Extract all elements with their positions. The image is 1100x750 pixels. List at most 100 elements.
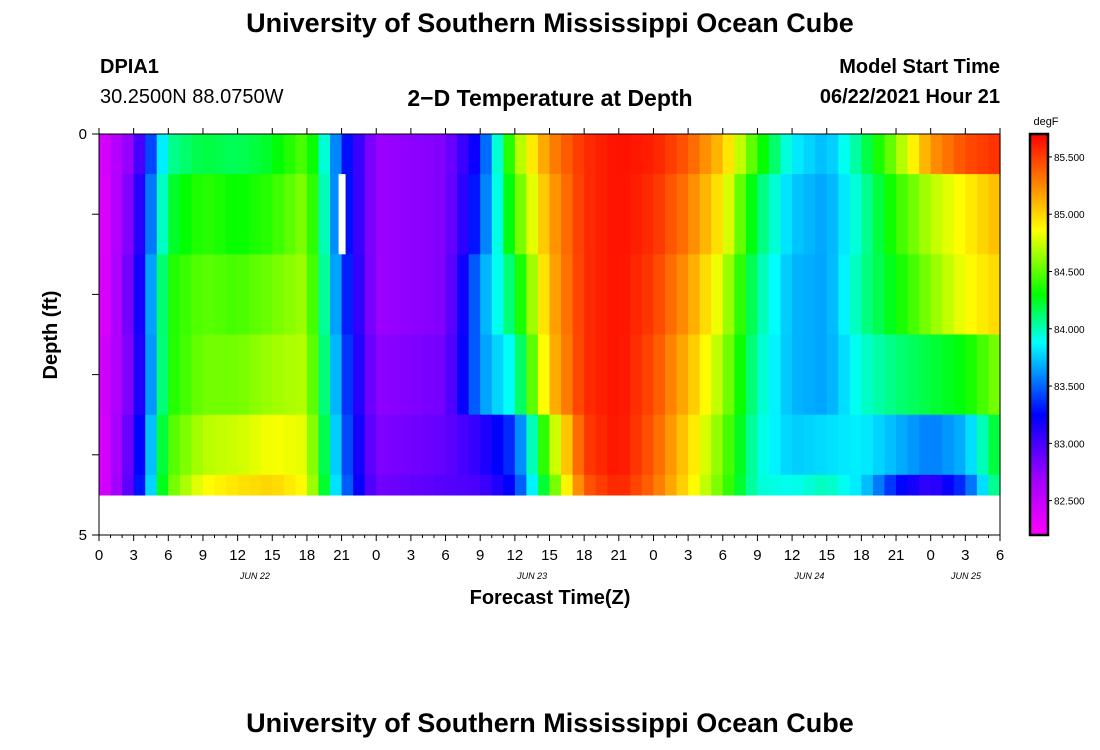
heatmap-cell (976, 134, 990, 175)
heatmap-cell (942, 134, 955, 175)
heatmap-cell (306, 334, 320, 416)
heatmap-cell (607, 134, 620, 175)
heatmap-cell (503, 134, 516, 175)
heatmap-cell (399, 134, 412, 175)
heatmap-cell (110, 414, 123, 476)
heatmap-cell (526, 414, 539, 476)
heatmap-cell (99, 334, 112, 416)
heatmap-cell (930, 474, 943, 496)
heatmap-cell (792, 414, 805, 476)
heatmap-cells (99, 134, 1001, 496)
heatmap-cell (433, 254, 447, 336)
heatmap-cell (734, 174, 747, 255)
heatmap-cell (861, 414, 874, 476)
heatmap-cell (410, 134, 424, 175)
heatmap-cell (965, 254, 978, 336)
heatmap-cell (526, 334, 539, 416)
model-start-label: Model Start Time (839, 56, 1000, 78)
heatmap-cell (272, 334, 285, 416)
heatmap-cell (572, 134, 585, 175)
heatmap-cell (249, 134, 262, 175)
heatmap-cell (907, 414, 920, 476)
heatmap-cell (780, 134, 793, 175)
heatmap-cell (260, 474, 273, 496)
heatmap-cell (480, 174, 493, 255)
x-tick-label: 6 (719, 547, 727, 564)
heatmap-cell (792, 334, 805, 416)
heatmap-cell (861, 334, 874, 416)
heatmap-cell (191, 334, 204, 416)
heatmap-cell (168, 254, 181, 336)
heatmap-cell (226, 174, 239, 255)
heatmap-cell (584, 174, 597, 255)
heatmap-cell (468, 474, 481, 496)
heatmap-cell (445, 254, 458, 336)
heatmap-cell (330, 254, 343, 336)
heatmap-cell (872, 414, 886, 476)
heatmap-cell (711, 134, 724, 175)
heatmap-cell (965, 134, 978, 175)
heatmap-cell (595, 174, 608, 255)
heatmap-cell (422, 174, 435, 255)
heatmap-cell (272, 134, 285, 175)
heatmap-cell (849, 134, 862, 175)
y-tick-label: 0 (79, 126, 87, 143)
heatmap-cell (491, 474, 504, 496)
heatmap-cell (976, 254, 990, 336)
heatmap-cell (561, 334, 574, 416)
heatmap-cell (815, 414, 828, 476)
heatmap-cell (595, 254, 608, 336)
x-tick-label: 0 (649, 547, 657, 564)
heatmap-cell (514, 174, 527, 255)
heatmap-cell (133, 414, 146, 476)
heatmap-cell (353, 134, 366, 175)
heatmap-cell (976, 474, 990, 496)
heatmap-cell (976, 414, 990, 476)
heatmap-cell (641, 474, 655, 496)
heatmap-cell (122, 334, 135, 416)
heatmap-cell (976, 334, 990, 416)
x-tick-label: 15 (264, 547, 281, 564)
heatmap-cell (387, 334, 400, 416)
heatmap-cell (260, 254, 273, 336)
heatmap-cell (122, 474, 135, 496)
heatmap-cell (711, 174, 724, 255)
heatmap-cell (237, 474, 250, 496)
heatmap-cell (99, 474, 112, 496)
heatmap-cell (306, 414, 320, 476)
heatmap-cell (849, 414, 862, 476)
x-tick-label: 18 (576, 547, 593, 564)
heatmap-cell (734, 134, 747, 175)
heatmap-cell (318, 414, 331, 476)
colorbar-tick-label: 85.000 (1054, 210, 1085, 221)
heatmap-cell (433, 414, 447, 476)
heatmap-cell (503, 334, 516, 416)
heatmap-cell (133, 334, 146, 416)
heatmap-cell (930, 134, 943, 175)
heatmap-cell (376, 174, 389, 255)
heatmap-cell (676, 174, 689, 255)
heatmap-cell (387, 174, 400, 255)
heatmap-cell (653, 134, 666, 175)
heatmap-cell (572, 334, 585, 416)
heatmap-cell (607, 174, 620, 255)
heatmap-cell (156, 474, 169, 496)
heatmap-cell (202, 474, 216, 496)
heatmap-cell (491, 254, 504, 336)
heatmap-cell (942, 334, 955, 416)
heatmap-cell (457, 334, 470, 416)
heatmap-cell (861, 474, 874, 496)
heatmap-cell (145, 414, 158, 476)
heatmap-cell (676, 474, 689, 496)
heatmap-cell (330, 134, 343, 175)
heatmap-cell (237, 334, 250, 416)
heatmap-cell (665, 334, 678, 416)
heatmap-cell (641, 134, 655, 175)
heatmap-cell (988, 254, 1001, 336)
heatmap-cell (665, 134, 678, 175)
heatmap-cell (861, 174, 874, 255)
heatmap-cell (445, 474, 458, 496)
heatmap-cell (295, 414, 308, 476)
x-tick-label: 6 (441, 547, 449, 564)
heatmap-cell (549, 254, 562, 336)
